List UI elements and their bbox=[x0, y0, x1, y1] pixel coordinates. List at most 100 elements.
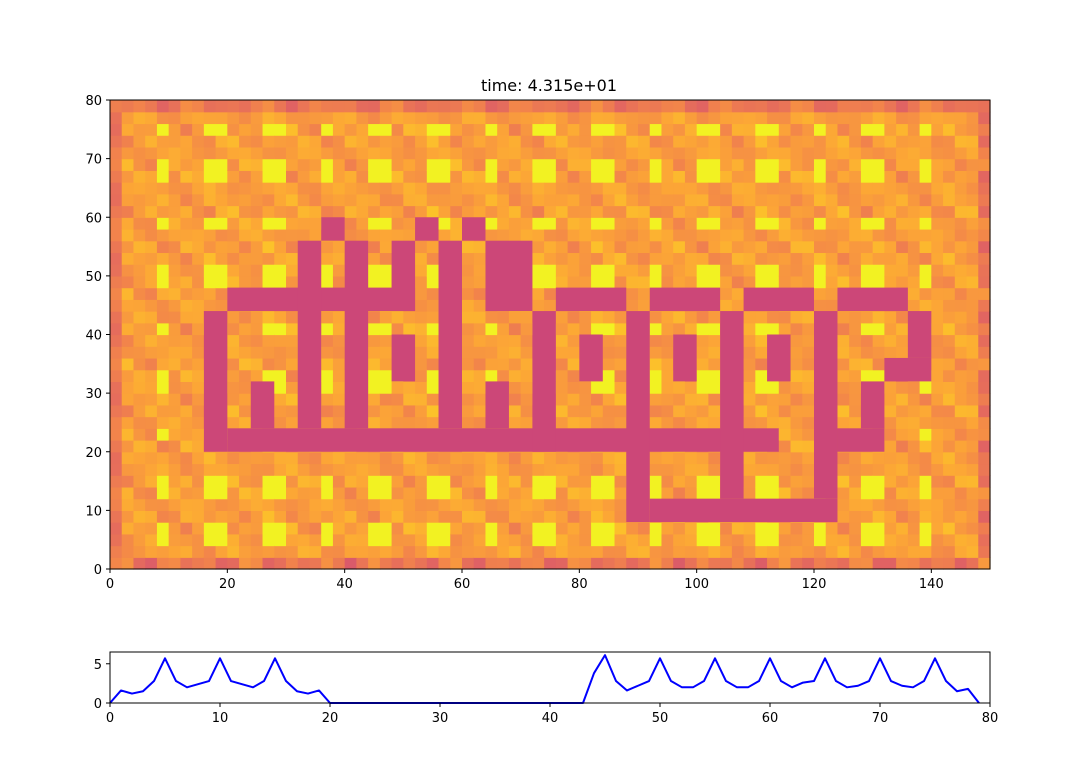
heatmap-cell bbox=[192, 252, 205, 265]
heatmap-cell bbox=[403, 463, 416, 476]
heatmap-cell bbox=[110, 275, 123, 289]
heatmap-cell bbox=[227, 100, 240, 113]
heatmap-cell bbox=[567, 193, 580, 207]
heatmap-cell bbox=[473, 545, 487, 558]
heatmap-cell bbox=[661, 334, 674, 347]
heatmap-cell bbox=[379, 510, 393, 523]
heatmap-cell bbox=[802, 228, 815, 242]
heatmap-cell bbox=[649, 264, 663, 277]
heatmap-cell bbox=[837, 522, 850, 535]
heatmap-cell bbox=[110, 357, 123, 371]
heatmap-cell bbox=[203, 100, 217, 113]
heatmap-cell bbox=[344, 182, 357, 195]
heatmap-cell bbox=[321, 545, 334, 558]
heatmap-cell bbox=[931, 381, 944, 394]
heatmap-cell bbox=[532, 533, 545, 547]
heatmap-cell bbox=[649, 193, 663, 207]
heatmap-cell bbox=[767, 193, 780, 207]
heatmap-cell bbox=[602, 311, 616, 324]
heatmap-cell bbox=[110, 299, 123, 312]
heatmap-cell bbox=[239, 322, 252, 336]
heatmap-cell bbox=[145, 299, 158, 312]
heatmap-cell bbox=[450, 193, 463, 207]
heatmap-cell bbox=[309, 217, 322, 230]
heatmap-cell bbox=[262, 311, 275, 324]
heatmap-cell bbox=[614, 240, 627, 254]
heatmap-cell bbox=[896, 135, 909, 148]
heatmap-cell bbox=[755, 486, 768, 500]
heatmap-cell bbox=[966, 486, 979, 500]
heatmap-cell bbox=[767, 158, 780, 171]
heatmap-cell bbox=[403, 545, 416, 558]
heatmap-cell bbox=[286, 182, 299, 195]
heatmap-cell bbox=[180, 100, 193, 113]
heatmap-cell bbox=[943, 228, 956, 242]
heatmap-cell bbox=[978, 100, 991, 113]
heatmap-cell bbox=[415, 123, 428, 136]
heatmap-cell bbox=[156, 510, 170, 523]
heatmap-cell bbox=[121, 381, 135, 394]
heatmap-cell bbox=[978, 381, 991, 394]
heatmap-cell bbox=[192, 357, 205, 371]
heatmap-cell bbox=[321, 170, 334, 183]
heatmap-cell bbox=[262, 217, 275, 230]
heatmap-cell bbox=[837, 416, 850, 429]
heatmap-cell bbox=[403, 381, 416, 394]
heatmap-cell bbox=[708, 193, 721, 207]
heatmap-cell bbox=[426, 135, 440, 148]
heatmap-cell bbox=[473, 557, 487, 570]
heatmap-cell bbox=[931, 486, 944, 500]
heatmap-cell bbox=[567, 404, 580, 418]
heatmap-cell bbox=[415, 357, 428, 371]
heatmap-cell bbox=[943, 522, 956, 535]
heatmap-cell bbox=[919, 111, 932, 125]
heatmap-cell bbox=[356, 451, 369, 465]
heatmap-cell bbox=[110, 287, 123, 300]
heatmap-cell bbox=[133, 545, 146, 558]
heatmap-cell bbox=[368, 533, 381, 547]
heatmap-cell bbox=[356, 557, 369, 570]
y-tick-label: 10 bbox=[85, 504, 102, 519]
heatmap-cell bbox=[121, 475, 135, 488]
heatmap-cell bbox=[790, 311, 803, 324]
heatmap-cell bbox=[368, 451, 381, 465]
heatmap-cell bbox=[110, 205, 123, 218]
heatmap-cell bbox=[814, 275, 827, 289]
heatmap-cell bbox=[778, 486, 792, 500]
heatmap-cell bbox=[696, 217, 709, 230]
heatmap-cell bbox=[215, 486, 228, 500]
heatmap-cell bbox=[133, 205, 146, 218]
heatmap-cell bbox=[767, 311, 780, 324]
heatmap-cell bbox=[884, 510, 897, 523]
heatmap-cell bbox=[227, 170, 240, 183]
heatmap-cell bbox=[180, 217, 193, 230]
heatmap-cell bbox=[121, 557, 135, 570]
heatmap-cell bbox=[520, 557, 533, 570]
heatmap-cell bbox=[203, 522, 217, 535]
heatmap-cell bbox=[415, 264, 428, 277]
heatmap-cell bbox=[567, 416, 580, 429]
heatmap-cell bbox=[614, 111, 627, 125]
heatmap-cell bbox=[321, 533, 334, 547]
heatmap-cell bbox=[954, 522, 968, 535]
heatmap-cell bbox=[884, 451, 897, 465]
heatmap-cell bbox=[708, 369, 721, 382]
heatmap-cell bbox=[274, 182, 287, 195]
heatmap-cell bbox=[297, 545, 311, 558]
heatmap-cell bbox=[250, 463, 264, 476]
heatmap-cell bbox=[778, 416, 792, 429]
heatmap-cell bbox=[391, 100, 404, 113]
heatmap-cell bbox=[110, 228, 123, 242]
heatmap-cell bbox=[156, 193, 170, 207]
heatmap-cell bbox=[767, 463, 780, 476]
heatmap-cell bbox=[203, 111, 217, 125]
heatmap-cell bbox=[239, 533, 252, 547]
heatmap-cell bbox=[391, 322, 404, 336]
heatmap-cell bbox=[344, 193, 357, 207]
heatmap-cell bbox=[872, 533, 885, 547]
heatmap-cell bbox=[520, 346, 533, 359]
heatmap-cell bbox=[919, 381, 932, 394]
heatmap-cell bbox=[755, 217, 768, 230]
heatmap-cell bbox=[239, 264, 252, 277]
heatmap-cell bbox=[321, 100, 334, 113]
